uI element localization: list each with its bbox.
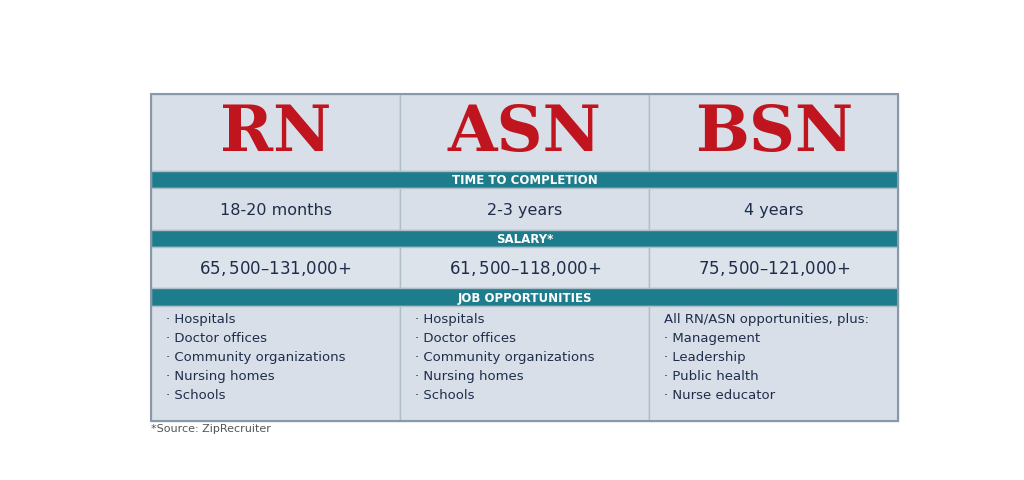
Bar bbox=[649, 306, 898, 421]
Bar bbox=[152, 248, 400, 289]
Text: 18-20 months: 18-20 months bbox=[220, 202, 332, 217]
Text: · Hospitals
· Doctor offices
· Community organizations
· Nursing homes
· Schools: · Hospitals · Doctor offices · Community… bbox=[166, 312, 345, 401]
Text: $61,500–$118,000+: $61,500–$118,000+ bbox=[449, 259, 601, 277]
Text: 2-3 years: 2-3 years bbox=[487, 202, 562, 217]
Bar bbox=[152, 189, 400, 230]
Text: · Hospitals
· Doctor offices
· Community organizations
· Nursing homes
· Schools: · Hospitals · Doctor offices · Community… bbox=[415, 312, 594, 401]
Bar bbox=[152, 230, 898, 248]
Bar bbox=[152, 306, 400, 421]
Bar bbox=[152, 289, 898, 306]
Bar bbox=[649, 95, 898, 172]
Bar bbox=[400, 95, 649, 172]
Bar bbox=[400, 189, 649, 230]
Text: $75,500–$121,000+: $75,500–$121,000+ bbox=[697, 259, 850, 277]
Text: BSN: BSN bbox=[694, 103, 853, 164]
Bar bbox=[649, 189, 898, 230]
Bar bbox=[400, 306, 649, 421]
Bar bbox=[649, 248, 898, 289]
Bar bbox=[152, 95, 898, 421]
Text: TIME TO COMPLETION: TIME TO COMPLETION bbox=[452, 174, 598, 187]
Bar bbox=[152, 95, 400, 172]
Text: *Source: ZipRecruiter: *Source: ZipRecruiter bbox=[152, 423, 271, 433]
Text: ASN: ASN bbox=[447, 103, 602, 164]
Text: RN: RN bbox=[220, 103, 332, 164]
Text: $65,500–$131,000+: $65,500–$131,000+ bbox=[200, 259, 352, 277]
Text: All RN/ASN opportunities, plus:
· Management
· Leadership
· Public health
· Nurs: All RN/ASN opportunities, plus: · Manage… bbox=[664, 312, 868, 401]
Bar bbox=[400, 248, 649, 289]
Text: JOB OPPORTUNITIES: JOB OPPORTUNITIES bbox=[458, 291, 592, 304]
Bar bbox=[152, 172, 898, 189]
Text: SALARY*: SALARY* bbox=[496, 232, 554, 245]
Text: 4 years: 4 years bbox=[744, 202, 804, 217]
